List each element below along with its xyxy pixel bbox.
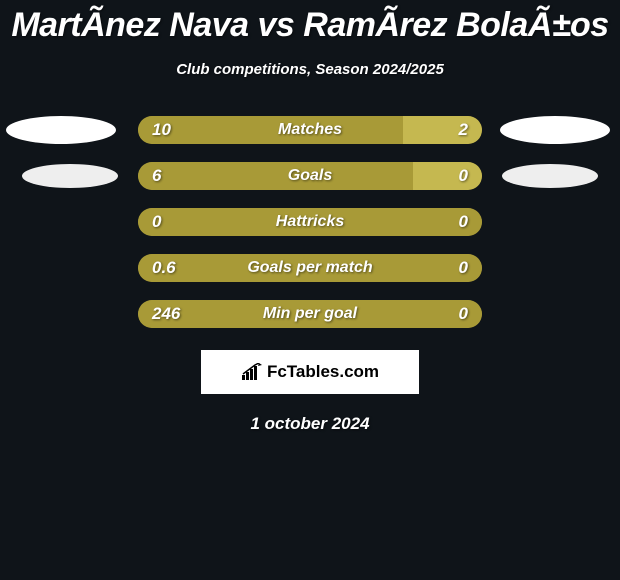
stat-bar: 6 Goals 0 [138, 162, 482, 190]
stat-bar: 10 Matches 2 [138, 116, 482, 144]
bar-fill-right [413, 162, 482, 190]
player-ellipse-right [500, 116, 610, 144]
logo-inner: FcTables.com [241, 362, 379, 382]
stat-value-right: 0 [459, 166, 468, 186]
bar-fill-left [138, 162, 413, 190]
stat-row: 246 Min per goal 0 [0, 300, 620, 328]
stat-value-right: 0 [459, 212, 468, 232]
stat-row: 0.6 Goals per match 0 [0, 254, 620, 282]
player-ellipse-left [6, 116, 116, 144]
stat-value-right: 0 [459, 304, 468, 324]
stat-row: 10 Matches 2 [0, 116, 620, 144]
bar-fill-left [138, 116, 403, 144]
stat-label: Hattricks [276, 213, 344, 231]
stat-row: 0 Hattricks 0 [0, 208, 620, 236]
stat-value-right: 2 [459, 120, 468, 140]
player-ellipse-left [22, 164, 118, 188]
stat-value-left: 0.6 [152, 258, 176, 278]
stat-bar: 246 Min per goal 0 [138, 300, 482, 328]
subtitle: Club competitions, Season 2024/2025 [0, 61, 620, 78]
player-ellipse-right [502, 164, 598, 188]
stat-value-left: 6 [152, 166, 161, 186]
logo-text: FcTables.com [267, 362, 379, 382]
logo-box[interactable]: FcTables.com [201, 350, 419, 394]
stat-value-left: 0 [152, 212, 161, 232]
stat-row: 6 Goals 0 [0, 162, 620, 190]
stat-value-right: 0 [459, 258, 468, 278]
stat-label: Goals per match [247, 259, 372, 277]
stats-area: 10 Matches 2 6 Goals 0 0 Hattricks 0 0.6 Goals per… [0, 116, 620, 328]
stat-label: Matches [278, 121, 342, 139]
stat-bar: 0.6 Goals per match 0 [138, 254, 482, 282]
date-text: 1 october 2024 [0, 414, 620, 434]
page-container: MartÃ­nez Nava vs RamÃ­rez BolaÃ±os Club… [0, 0, 620, 434]
page-title: MartÃ­nez Nava vs RamÃ­rez BolaÃ±os [0, 6, 620, 45]
stat-value-left: 10 [152, 120, 171, 140]
stat-label: Min per goal [263, 305, 357, 323]
bars-icon [241, 363, 263, 381]
stat-bar: 0 Hattricks 0 [138, 208, 482, 236]
stat-label: Goals [288, 167, 332, 185]
stat-value-left: 246 [152, 304, 180, 324]
bar-fill-right [403, 116, 482, 144]
